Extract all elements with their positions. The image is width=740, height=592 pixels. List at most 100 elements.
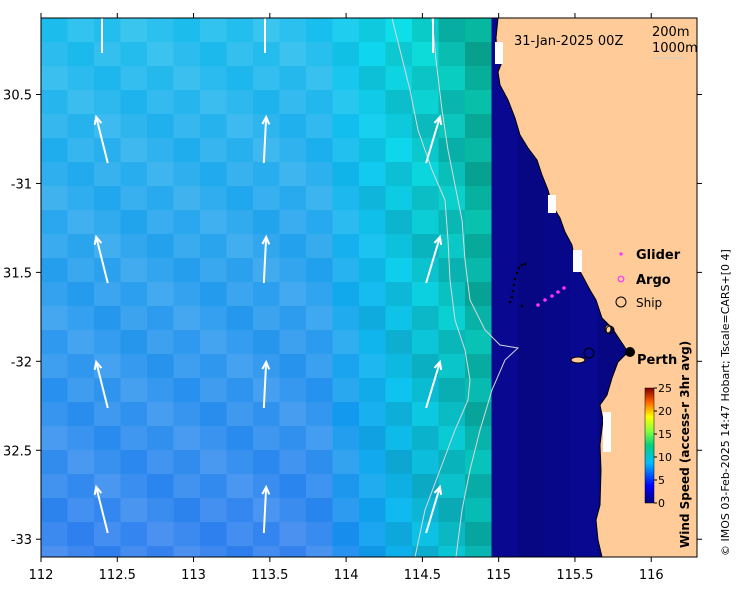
contour-1000m [391,18,471,557]
glider-point [523,262,527,266]
wind-cell [359,522,387,547]
wind-cell [226,330,254,355]
wind-cell [41,474,69,499]
wind-cell [385,378,413,403]
wind-cell [253,306,281,331]
wind-cell [332,306,360,331]
legend-ship: Ship [636,296,662,310]
wind-cell [279,90,307,115]
wind-cell [41,258,69,283]
wind-cell [359,258,387,283]
y-tick-label: -33 [11,533,32,548]
wind-cell [94,306,122,331]
wind-cell [518,210,546,235]
wind-cell [465,426,493,451]
wind-cell [67,282,95,307]
wind-cell [173,234,201,259]
wind-arrows [93,4,443,534]
wind-cell [200,186,228,211]
wind-cell [491,402,519,427]
wind-cell [571,450,599,475]
wind-cell [306,450,334,475]
wind-cell [359,42,387,67]
wind-cell [41,138,69,163]
wind-cell [200,162,228,187]
x-tick-label: 116 [639,568,664,583]
wind-cell [279,450,307,475]
wind-arrow [93,484,109,534]
x-tick-label: 112 [29,568,54,583]
wind-cell [147,450,175,475]
wind-arrow [425,114,443,164]
y-tick-label: 32.5 [3,444,32,459]
wind-cell [306,378,334,403]
argo-point [550,294,554,298]
legend-argo: Argo [636,273,671,288]
wind-cell [94,282,122,307]
wind-cell [147,66,175,91]
wind-cell [332,234,360,259]
wind-cell [332,330,360,355]
colorbar-ticks: 25 20 15 10 5 0 [654,382,672,510]
wind-cell [173,450,201,475]
wind-cell [491,450,519,475]
wind-cell [67,210,95,235]
wind-cell [438,18,466,43]
wind-cell [306,138,334,163]
wind-cell [332,186,360,211]
wind-cell [359,378,387,403]
wind-cell [306,18,334,43]
wind-cell [226,186,254,211]
wind-arrow [261,484,271,534]
wind-cell [279,426,307,451]
wind-cell [279,402,307,427]
wind-cell [359,546,387,557]
wind-cell [306,258,334,283]
wind-cell [67,234,95,259]
wind-cell [41,18,69,43]
wind-cell [438,114,466,139]
wind-cell [279,114,307,139]
wind-cell [279,138,307,163]
city-label: Perth [637,353,677,368]
wind-cell [226,138,254,163]
wind-cell [332,90,360,115]
wind-cell [200,210,228,235]
wind-cell [359,210,387,235]
wind-cell [571,474,599,499]
wind-cell [41,306,69,331]
wind-cell [200,354,228,379]
wind-cell [279,18,307,43]
wind-cell [173,162,201,187]
wind-cell [173,66,201,91]
wind-cell [200,402,228,427]
wind-cell [68,570,95,592]
wind-cell [226,162,254,187]
wind-cell [279,282,307,307]
wind-cell [120,258,148,283]
x-tick-label: 112.5 [99,568,136,583]
wind-cell [359,402,387,427]
wind-cell [544,426,572,451]
legend-glider: Glider [636,248,681,263]
wind-cell [385,234,413,259]
wind-cell [41,186,69,211]
wind-cell [491,162,519,187]
wind-cell [173,210,201,235]
wind-cell [41,114,69,139]
wind-cell [571,378,599,403]
wind-cell [200,306,228,331]
colorbar-tick-label: 25 [658,382,672,395]
wind-cell [412,282,440,307]
wind-cell [359,498,387,523]
wind-cell [359,138,387,163]
wind-arrow [428,4,438,53]
wind-cell [279,186,307,211]
wind-cell [173,474,201,499]
wind-cell [253,450,281,475]
wind-cell [438,162,466,187]
wind-cell [173,498,201,523]
wind-cell [571,498,599,523]
wind-cell [491,186,519,211]
